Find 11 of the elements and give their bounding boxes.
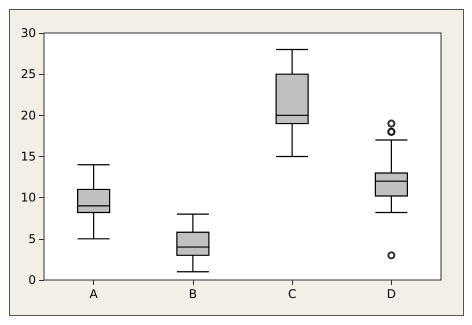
y-tick-label: 15 (20, 150, 36, 164)
y-tick-label: 10 (20, 190, 36, 205)
x-tick-label: C (288, 287, 296, 301)
y-tick-label: 5 (28, 232, 36, 246)
x-tick-label: A (90, 287, 99, 301)
y-tick-label: 0 (28, 273, 36, 287)
x-tick-label: D (386, 287, 396, 301)
y-tick-label: 20 (20, 108, 36, 122)
x-tick-label: B (188, 287, 197, 301)
y-tick-label: 25 (20, 67, 36, 82)
y-tick-label: 30 (20, 26, 36, 40)
